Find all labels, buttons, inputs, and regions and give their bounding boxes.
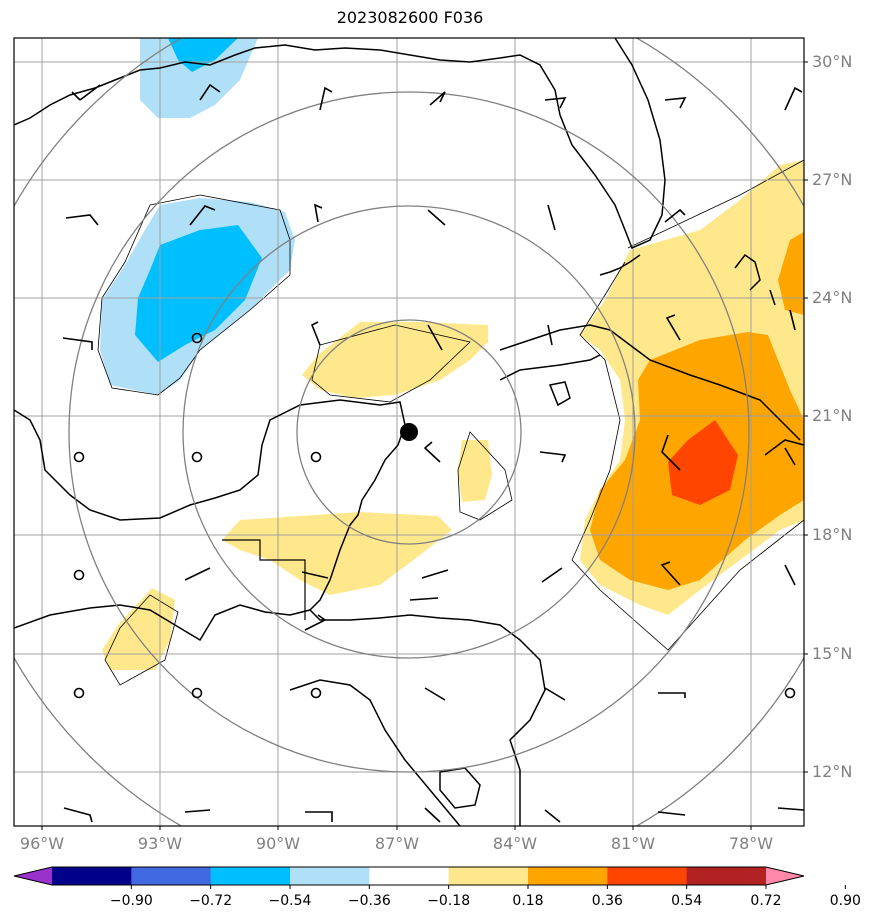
colorbar-tick-label: −0.90 — [110, 893, 153, 909]
lat-label-24n: 24°N — [812, 288, 852, 307]
lon-label-87w: 87°W — [375, 834, 419, 853]
negative-anomaly-mid — [168, 38, 238, 72]
latitude-labels: 30°N 27°N 24°N 21°N 18°N 15°N 12°N — [812, 52, 852, 781]
lat-label-18n: 18°N — [812, 525, 852, 544]
colorbar-segment — [290, 867, 370, 885]
colorbar-tick-label: −0.72 — [189, 893, 232, 909]
lat-label-12n: 12°N — [812, 762, 852, 781]
colorbar-segment — [448, 867, 529, 885]
colorbar-tick-label: −0.36 — [348, 893, 391, 909]
colorbar-outline — [13, 866, 805, 886]
colorbar-segment — [210, 867, 291, 885]
colorbar-segment — [686, 867, 767, 885]
colorbar-tick-label: 0.90 — [830, 893, 861, 909]
lon-label-90w: 90°W — [256, 834, 300, 853]
positive-anomaly-mid — [778, 232, 804, 315]
coastlines — [14, 38, 804, 826]
lon-label-84w: 84°W — [493, 834, 537, 853]
longitude-labels: 96°W 93°W 90°W 87°W 84°W 81°W 78°W — [20, 834, 773, 853]
colorbar-extend-low — [14, 867, 52, 885]
lat-label-30n: 30°N — [812, 52, 852, 71]
lon-label-81w: 81°W — [611, 834, 655, 853]
lon-label-93w: 93°W — [138, 834, 182, 853]
positive-anomaly-high — [668, 420, 738, 505]
lat-label-15n: 15°N — [812, 644, 852, 663]
positive-anomaly-light — [302, 322, 488, 398]
map-title: 2023082600 F036 — [336, 8, 484, 27]
positive-anomaly-light — [102, 588, 175, 670]
colorbar-segment — [369, 867, 450, 885]
map-panel — [14, 38, 804, 826]
colorbar-tick-label: 0.36 — [592, 893, 623, 909]
colorbar-segment — [528, 867, 608, 885]
wind-barbs — [62, 83, 804, 823]
colorbar-tick-label: 0.72 — [750, 893, 781, 909]
map-frame — [13, 37, 805, 827]
lat-label-21n: 21°N — [812, 406, 852, 425]
center-marker — [400, 423, 418, 441]
positive-anomaly-light — [458, 440, 492, 502]
negative-anomaly-mid — [135, 225, 262, 362]
lon-label-78w: 78°W — [729, 834, 773, 853]
colorbar-segment — [52, 867, 132, 885]
lon-label-96w: 96°W — [20, 834, 64, 853]
axis-ticks — [41, 61, 808, 830]
positive-anomaly-light — [222, 512, 452, 595]
graticule — [14, 38, 804, 826]
range-rings — [14, 38, 804, 826]
colorbar-segment — [607, 867, 688, 885]
colorbar-tick-label: −0.18 — [427, 893, 470, 909]
colorbar-segment — [131, 867, 212, 885]
lat-label-27n: 27°N — [812, 170, 852, 189]
colorbar-tick-label: −0.54 — [269, 893, 312, 909]
colorbar-extend-high — [766, 867, 804, 885]
colorbar-tick-label: 0.18 — [512, 893, 543, 909]
colorbar-tick-label: 0.54 — [671, 893, 702, 909]
colorbar: −0.90 −0.72 −0.54 −0.36 −0.18 0.18 0.36 0.54 0.7… — [13, 866, 861, 909]
